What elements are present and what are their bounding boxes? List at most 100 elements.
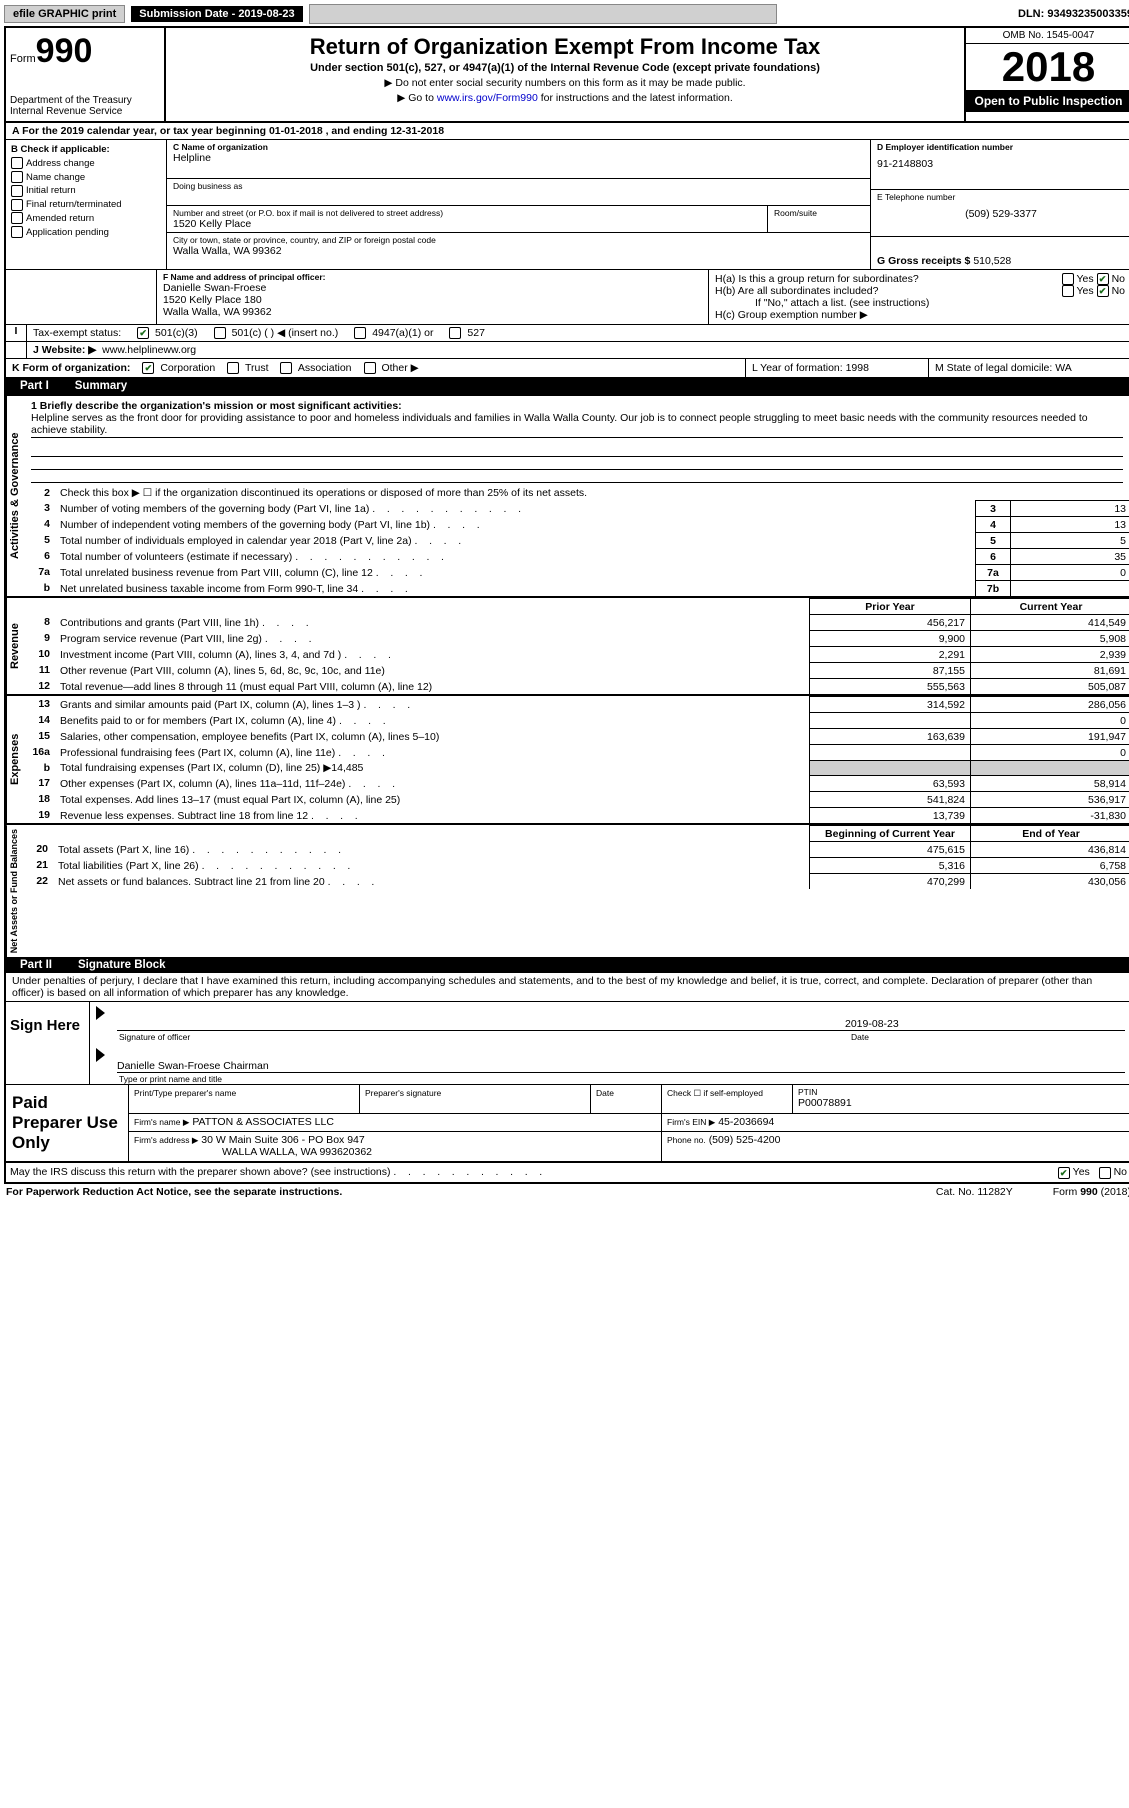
h-b-row: H(b) Are all subordinates included? Yes …: [715, 285, 1125, 297]
line-6: Total number of volunteers (estimate if …: [60, 551, 444, 563]
form-subtitle: Under section 501(c), 527, or 4947(a)(1)…: [174, 62, 956, 74]
th-current: Current Year: [971, 599, 1129, 615]
officer-signature-line[interactable]: 2019-08-23: [117, 1006, 1125, 1031]
line-9: Program service revenue (Part VIII, line…: [60, 633, 312, 645]
line-15: Salaries, other compensation, employee b…: [60, 731, 439, 743]
part-i-header: Part I Summary: [6, 378, 1129, 394]
efile-print-button[interactable]: efile GRAPHIC print: [4, 5, 125, 23]
k-label: K Form of organization:: [12, 362, 130, 374]
vlabel-expenses: Expenses: [6, 696, 23, 823]
hc-label: H(c) Group exemption number ▶: [715, 309, 1125, 321]
officer-name-value: Danielle Swan-Froese Chairman: [117, 1060, 269, 1072]
header-mid: Return of Organization Exempt From Incom…: [166, 28, 964, 121]
chk-501c3[interactable]: [137, 327, 149, 339]
firm-name-label: Firm's name ▶: [134, 1117, 189, 1127]
line-2: Check this box ▶ ☐ if the organization d…: [55, 485, 1129, 501]
chk-527[interactable]: [449, 327, 461, 339]
val-7b: [1011, 581, 1129, 597]
chk-address-change[interactable]: Address change: [11, 157, 161, 171]
chk-name-change[interactable]: Name change: [11, 171, 161, 185]
discuss-no[interactable]: [1099, 1167, 1111, 1179]
line-4: Number of independent voting members of …: [60, 519, 480, 531]
firm-phone: (509) 525-4200: [709, 1134, 781, 1146]
officer-name: Danielle Swan-Froese: [163, 282, 702, 294]
val-7a: 0: [1011, 565, 1129, 581]
p8: 456,217: [810, 615, 971, 631]
form-990-container: Form990 Department of the Treasury Inter…: [4, 26, 1129, 1184]
arrow-icon: [96, 1006, 105, 1020]
org-name: Helpline: [173, 152, 864, 164]
val-4: 13: [1011, 517, 1129, 533]
chk-assoc[interactable]: [280, 362, 292, 374]
c8: 414,549: [971, 615, 1129, 631]
form-no: 990: [36, 32, 93, 70]
line-22: Net assets or fund balances. Subtract li…: [58, 876, 374, 888]
revenue-section: Revenue Prior YearCurrent Year 8Contribu…: [6, 596, 1129, 694]
officer-addr1: 1520 Kelly Place 180: [163, 294, 702, 306]
chk-amended[interactable]: Amended return: [11, 212, 161, 226]
hb-no[interactable]: [1097, 285, 1109, 297]
mission-text: Helpline serves as the front door for pr…: [31, 412, 1123, 438]
p18: 541,824: [810, 792, 971, 808]
tel-label: E Telephone number: [877, 192, 1125, 202]
c11: 81,691: [971, 663, 1129, 679]
hb-yes[interactable]: [1062, 285, 1074, 297]
firm-addr1: 30 W Main Suite 306 - PO Box 947: [201, 1134, 364, 1146]
chk-initial-return[interactable]: Initial return: [11, 184, 161, 198]
city-value: Walla Walla, WA 99362: [173, 245, 864, 257]
ptin-label: PTIN: [798, 1087, 1125, 1097]
section-fh: F Name and address of principal officer:…: [6, 270, 1129, 325]
discuss-yes[interactable]: [1058, 1167, 1070, 1179]
column-d-ein: D Employer identification number 91-2148…: [870, 140, 1129, 269]
part-i-num: Part I: [14, 380, 55, 392]
line-18: Total expenses. Add lines 13–17 (must eq…: [60, 794, 400, 806]
activities-governance-section: Activities & Governance 1 Briefly descri…: [6, 394, 1129, 596]
prep-date-label: Date: [596, 1088, 614, 1098]
chk-application-pending[interactable]: Application pending: [11, 226, 161, 240]
paid-preparer-label: Paid Preparer Use Only: [6, 1085, 129, 1162]
chk-trust[interactable]: [227, 362, 239, 374]
line-8: Contributions and grants (Part VIII, lin…: [60, 617, 309, 629]
row-j: J Website: ▶ www.helplineww.org: [6, 342, 1129, 359]
discuss-text: May the IRS discuss this return with the…: [10, 1166, 542, 1178]
form-ref: Form 990 (2018): [1053, 1186, 1129, 1198]
page-footer: For Paperwork Reduction Act Notice, see …: [4, 1184, 1129, 1200]
part-ii-header: Part II Signature Block: [6, 957, 1129, 973]
ha-label: H(a) Is this a group return for subordin…: [715, 273, 1062, 285]
tel-value: (509) 529-3377: [877, 208, 1125, 220]
c19: -31,830: [971, 808, 1129, 824]
top-bar: efile GRAPHIC print Submission Date - 20…: [4, 4, 1129, 24]
chk-final-return[interactable]: Final return/terminated: [11, 198, 161, 212]
tax-year: 2018: [966, 44, 1129, 90]
p20: 475,615: [810, 842, 971, 858]
vlabel-governance: Activities & Governance: [6, 396, 23, 596]
officer-label: F Name and address of principal officer:: [163, 272, 702, 282]
name-caption: Type or print name and title: [111, 1074, 1129, 1084]
goto-pre: Go to: [408, 92, 437, 104]
chk-other[interactable]: [364, 362, 376, 374]
form-word: Form: [10, 53, 36, 65]
ssn-note: Do not enter social security numbers on …: [174, 77, 956, 89]
ha-no[interactable]: [1097, 273, 1109, 285]
chk-corp[interactable]: [142, 362, 154, 374]
ein-label: D Employer identification number: [877, 142, 1125, 152]
ha-yes[interactable]: [1062, 273, 1074, 285]
p14: [810, 713, 971, 729]
th-prior: Prior Year: [810, 599, 971, 615]
form990-link[interactable]: www.irs.gov/Form990: [437, 92, 538, 104]
gray-16b-p: [810, 761, 971, 776]
sign-here-label: Sign Here: [6, 1002, 90, 1084]
section-bcd: B Check if applicable: Address change Na…: [6, 140, 1129, 270]
firm-addr-label: Firm's address ▶: [134, 1135, 198, 1145]
line-7a: Total unrelated business revenue from Pa…: [60, 567, 422, 579]
line-13: Grants and similar amounts paid (Part IX…: [60, 699, 410, 711]
ptin-value: P00078891: [798, 1097, 1125, 1109]
gray-16b-c: [971, 761, 1129, 776]
line-14: Benefits paid to or for members (Part IX…: [60, 715, 386, 727]
vlabel-revenue: Revenue: [6, 598, 23, 694]
chk-501c[interactable]: [214, 327, 226, 339]
expenses-table: 13Grants and similar amounts paid (Part …: [23, 696, 1129, 823]
column-c-org-info: C Name of organization Helpline Doing bu…: [167, 140, 870, 269]
chk-4947[interactable]: [354, 327, 366, 339]
form-title: Return of Organization Exempt From Incom…: [174, 34, 956, 60]
